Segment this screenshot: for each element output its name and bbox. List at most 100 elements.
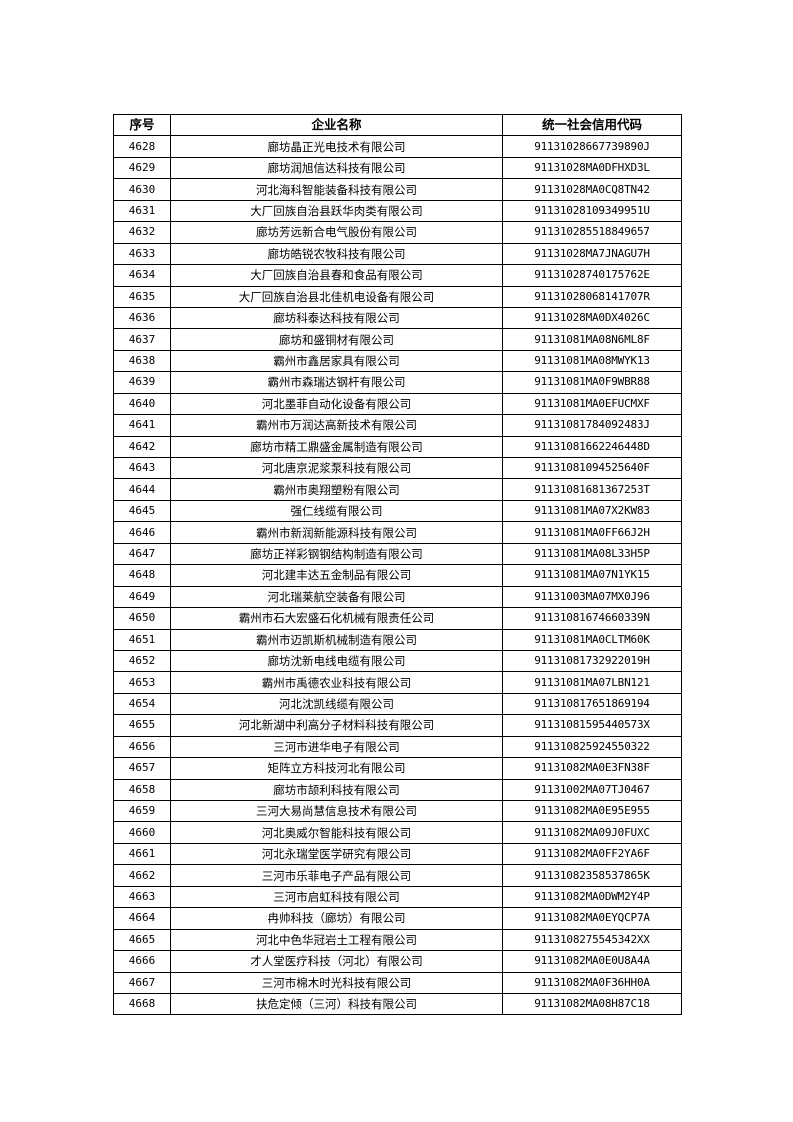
row-index: 4651 (113, 628, 171, 651)
company-name: 廊坊和盛铜材有限公司 (170, 328, 503, 351)
credit-code: 91131082MA0F36HH0A (502, 971, 682, 994)
credit-code: 91131082MA0E95E955 (502, 799, 682, 823)
enterprise-table: 序号 企业名称 统一社会信用代码 4628 廊坊晶正光电技术有限公司 9113102… (113, 113, 682, 1016)
table-row: 4631 大厂回族自治县跃华肉类有限公司 91131028109349951U (113, 199, 682, 223)
company-name: 霸州市万润达高新技术有限公司 (170, 414, 503, 437)
credit-code: 91131081MA08MWYK13 (502, 349, 682, 373)
credit-code: 91131082755453 42XX (502, 928, 682, 952)
row-index: 4636 (113, 306, 171, 330)
credit-code: 91131082MA08H87C18 (502, 992, 682, 1016)
table-row: 4636 廊坊科泰达科技有限公司 91131028MA0DX4026C (113, 306, 682, 330)
table-row: 4635 大厂回族自治县北佳机电设备有限公司 91131028068141707R (113, 285, 682, 308)
credit-code: 91131028740175762E (502, 264, 682, 287)
table-row: 4654 河北沈凯线缆有限公司 91131081765186919 4 (113, 692, 682, 716)
credit-code: 91131082MA0E3FN38F (502, 757, 682, 780)
table-row: 4648 河北建丰达五金制品有限公司 91131081MA07N1YK15 (113, 564, 682, 587)
company-name: 霸州市新润新能源科技有限公司 (170, 521, 503, 544)
company-name: 矩阵立方科技河北有限公司 (170, 757, 503, 780)
company-name: 河北建丰达五金制品有限公司 (170, 564, 503, 587)
row-index: 4658 (113, 778, 171, 802)
row-index: 4643 (113, 456, 171, 480)
credit-code: 91131028MA0DFHXD3L (502, 156, 682, 180)
credit-code: 91131081094525640F (502, 456, 682, 480)
credit-code: 91131081MA08N6ML8F (502, 328, 682, 351)
credit-code: 91131028068141707R (502, 285, 682, 308)
credit-code: 91131081MA07LBN121 (502, 671, 682, 694)
company-name: 霸州市森瑞达钢杆有限公司 (170, 371, 503, 394)
company-name: 河北唐京泥浆泵科技有限公司 (170, 456, 503, 480)
header-index: 序号 (113, 113, 171, 137)
table-row: 4659 三河大易尚慧信息技术有限公司 91131082MA0E95E955 (113, 799, 682, 823)
table-row: 4653 霸州市禹德农业科技有限公司 91131081MA07LBN121 (113, 671, 682, 694)
company-name: 廊坊晶正光电技术有限公司 (170, 135, 503, 158)
credit-code: 91131028551884965 7 (502, 221, 682, 244)
company-name: 廊坊芳远新合电气股份有限公司 (170, 221, 503, 244)
row-index: 4666 (113, 950, 171, 973)
credit-code: 91131082358537865K (502, 864, 682, 887)
row-index: 4668 (113, 992, 171, 1016)
row-index: 4667 (113, 971, 171, 994)
table-row: 4642 廊坊市精工鼎盛金属制造有限公司 91131081662246448D (113, 435, 682, 459)
table-header-row: 序号 企业名称 统一社会信用代码 (113, 113, 682, 137)
credit-code: 91131028667739890J (502, 135, 682, 158)
table-row: 4652 廊坊沈新电线电缆有限公司 91131081732922019H (113, 649, 682, 673)
row-index: 4662 (113, 864, 171, 887)
table-row: 4660 河北奥威尔智能科技有限公司 91131082MA09J0FUXC (113, 821, 682, 844)
credit-code: 91131082MA0EYQCP7A (502, 907, 682, 930)
credit-code: 91131028MA0CQ8TN42 (502, 178, 682, 201)
table-row: 4664 冉帅科技（廊坊）有限公司 91131082MA0EYQCP7A (113, 907, 682, 930)
table-row: 4667 三河市棉木时光科技有限公司 91131082MA0F36HH0A (113, 971, 682, 994)
header-credit-code: 统一社会信用代码 (502, 113, 682, 137)
company-name: 霸州市石大宏盛石化机械有限责任公司 (170, 607, 503, 630)
credit-code: 91131081MA07N1YK15 (502, 564, 682, 587)
table-row: 4651 霸州市迈凯斯机械制造有限公司 91131081MA0CLTM60K (113, 628, 682, 651)
company-name: 河北新湖中利高分子材料科技有限公司 (170, 714, 503, 737)
row-index: 4635 (113, 285, 171, 308)
credit-code: 91131082MA0E0U8A4A (502, 950, 682, 973)
row-index: 4664 (113, 907, 171, 930)
header-company-name: 企业名称 (170, 113, 503, 137)
company-name: 大厂回族自治县北佳机电设备有限公司 (170, 285, 503, 308)
row-index: 4644 (113, 478, 171, 501)
company-name: 河北瑞莱航空装备有限公司 (170, 585, 503, 609)
company-name: 霸州市禹德农业科技有限公司 (170, 671, 503, 694)
row-index: 4633 (113, 242, 171, 266)
table-row: 4661 河北永瑞堂医学研究有限公司 91131082MA0FF2YA6F (113, 842, 682, 866)
table-row: 4633 廊坊皓锐农牧科技有限公司 91131028MA7JNAGU7H (113, 242, 682, 266)
row-index: 4649 (113, 585, 171, 609)
company-name: 三河大易尚慧信息技术有限公司 (170, 799, 503, 823)
table-row: 4638 霸州市鑫居家具有限公司 91131081MA08MWYK13 (113, 349, 682, 373)
company-name: 扶危定倾（三河）科技有限公司 (170, 992, 503, 1016)
company-name: 廊坊沈新电线电缆有限公司 (170, 649, 503, 673)
row-index: 4639 (113, 371, 171, 394)
credit-code: 91131081674660339N (502, 607, 682, 630)
table-row: 4646 霸州市新润新能源科技有限公司 91131081MA0FF66J2H (113, 521, 682, 544)
table-row: 4650 霸州市石大宏盛石化机械有限责任公司 91131081674660339N (113, 607, 682, 630)
row-index: 4642 (113, 435, 171, 459)
credit-code: 91131081595440573X (502, 714, 682, 737)
credit-code: 91131082MA0FF2YA6F (502, 842, 682, 866)
row-index: 4650 (113, 607, 171, 630)
table-row: 4655 河北新湖中利高分子材料科技有限公司 91131081595440573X (113, 714, 682, 737)
table-row: 4629 廊坊润旭信达科技有限公司 91131028MA0DFHXD3L (113, 156, 682, 180)
table-row: 4649 河北瑞莱航空装备有限公司 91131003MA07MX0J96 (113, 585, 682, 609)
company-name: 廊坊皓锐农牧科技有限公司 (170, 242, 503, 266)
company-name: 霸州市迈凯斯机械制造有限公司 (170, 628, 503, 651)
company-name: 才人堂医疗科技（河北）有限公司 (170, 950, 503, 973)
company-name: 河北墨菲自动化设备有限公司 (170, 392, 503, 416)
table-row: 4639 霸州市森瑞达钢杆有限公司 91131081MA0F9WBR88 (113, 371, 682, 394)
company-name: 廊坊市颉利科技有限公司 (170, 778, 503, 802)
company-name: 河北永瑞堂医学研究有限公司 (170, 842, 503, 866)
credit-code: 91131082MA0DWM2Y4P (502, 885, 682, 909)
credit-code: 91131081681367253T (502, 478, 682, 501)
row-index: 4646 (113, 521, 171, 544)
row-index: 4632 (113, 221, 171, 244)
credit-code: 91131081MA08L33H5P (502, 542, 682, 566)
table-row: 4645 强仁线缆有限公司 91131081MA07X2KW83 (113, 499, 682, 523)
company-name: 河北奥威尔智能科技有限公司 (170, 821, 503, 844)
table-row: 4640 河北墨菲自动化设备有限公司 91131081MA0EFUCMXF (113, 392, 682, 416)
company-name: 大厂回族自治县跃华肉类有限公司 (170, 199, 503, 223)
table-row: 4643 河北唐京泥浆泵科技有限公司 91131081094525640F (113, 456, 682, 480)
table-row: 4637 廊坊和盛铜材有限公司 91131081MA08N6ML8F (113, 328, 682, 351)
company-name: 廊坊市精工鼎盛金属制造有限公司 (170, 435, 503, 459)
